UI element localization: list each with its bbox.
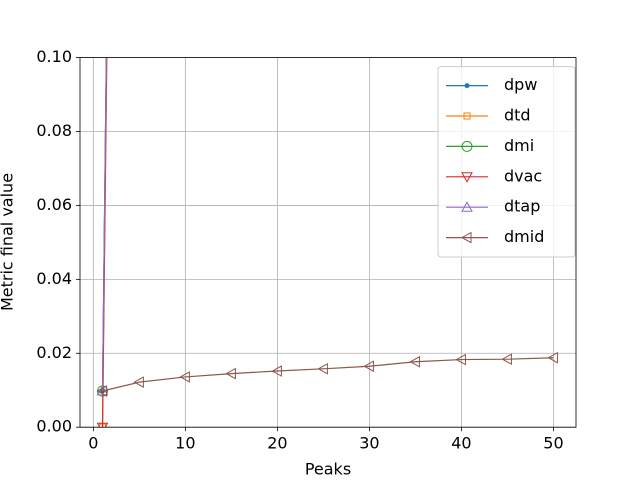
y-tick-label: 0.04 [36, 269, 72, 288]
y-tick-label: 0.08 [36, 121, 72, 140]
point [317, 362, 328, 375]
x-tick-label: 0 [88, 434, 98, 453]
x-tick-label: 50 [543, 434, 563, 453]
point [363, 360, 374, 373]
point [133, 376, 144, 388]
series-line [102, 357, 554, 392]
y-tick-label: 0.10 [36, 47, 72, 66]
x-tick-label: 40 [451, 434, 471, 453]
point [225, 367, 236, 380]
point [461, 172, 473, 183]
y-tick-label: 0.06 [36, 195, 72, 214]
point [461, 201, 473, 212]
point [501, 353, 512, 366]
point [460, 231, 472, 244]
x-axis-label: Peaks [305, 460, 351, 479]
x-tick-label: 10 [175, 434, 195, 453]
point [464, 83, 470, 89]
point [461, 140, 473, 152]
point [547, 351, 558, 364]
legend-label: dpw [504, 75, 537, 94]
x-tick-label: 30 [359, 434, 379, 453]
y-tick-label: 0.02 [36, 343, 72, 362]
y-tick-label: 0.00 [36, 417, 72, 436]
point [179, 371, 190, 383]
legend-label: dmi [504, 136, 534, 155]
legend: dpw dtd dmi dvac dtap dmid [437, 66, 576, 258]
point [463, 112, 471, 120]
point [96, 422, 109, 428]
point [271, 365, 282, 377]
legend-label: dtd [504, 106, 531, 125]
point [96, 385, 108, 397]
x-tick-label: 20 [267, 434, 287, 453]
y-axis-label: Metric final value [0, 173, 17, 311]
legend-label: dtap [504, 197, 540, 216]
legend-label: dvac [504, 166, 542, 185]
legend-box [437, 66, 576, 258]
point [455, 353, 466, 366]
point [409, 355, 420, 368]
axes-frame [79, 57, 577, 428]
plot-area [96, 57, 558, 428]
legend-label: dmid [504, 227, 544, 246]
